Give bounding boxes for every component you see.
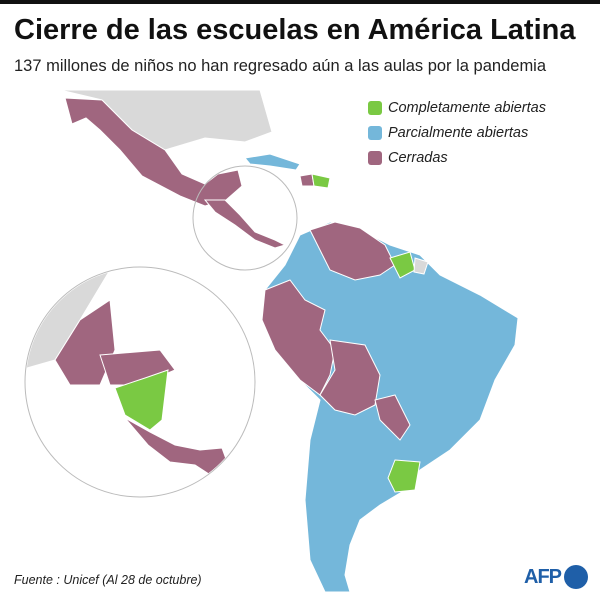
legend: Completamente abiertas Parcialmente abier… — [368, 95, 546, 170]
source: Fuente : Unicef (Al 28 de octubre) — [14, 573, 202, 587]
subtitle: 137 millones de niños no han regresado a… — [14, 57, 547, 75]
cuba — [244, 153, 301, 171]
legend-item: Completamente abiertas — [368, 95, 546, 120]
inset-guatemala — [54, 299, 116, 386]
logo-text: AFP — [524, 565, 562, 588]
legend-label: Completamente abiertas — [388, 99, 546, 116]
peru — [261, 279, 336, 396]
legend-item: Cerradas — [368, 145, 546, 170]
uruguay — [387, 459, 421, 493]
venezuela — [309, 221, 396, 281]
logo: AFP — [524, 565, 588, 589]
inset-nicaragua — [114, 369, 169, 431]
legend-label: Parcialmente abiertas — [388, 124, 529, 141]
top-bar — [0, 0, 600, 4]
legend-swatch — [368, 125, 382, 140]
paraguay — [374, 394, 411, 441]
zoom-circle — [192, 165, 298, 271]
legend-label: Cerradas — [388, 149, 448, 166]
title: Cierre de las escuelas en América Latina — [14, 14, 576, 46]
legend-swatch — [368, 100, 382, 115]
logo-dot — [564, 565, 588, 589]
mexico — [64, 97, 243, 207]
legend-swatch — [368, 150, 382, 165]
bolivia — [319, 339, 381, 416]
dominican-rep — [311, 173, 331, 189]
legend-item: Parcialmente abiertas — [368, 120, 546, 145]
guyane — [413, 257, 429, 275]
central-america — [203, 199, 287, 249]
